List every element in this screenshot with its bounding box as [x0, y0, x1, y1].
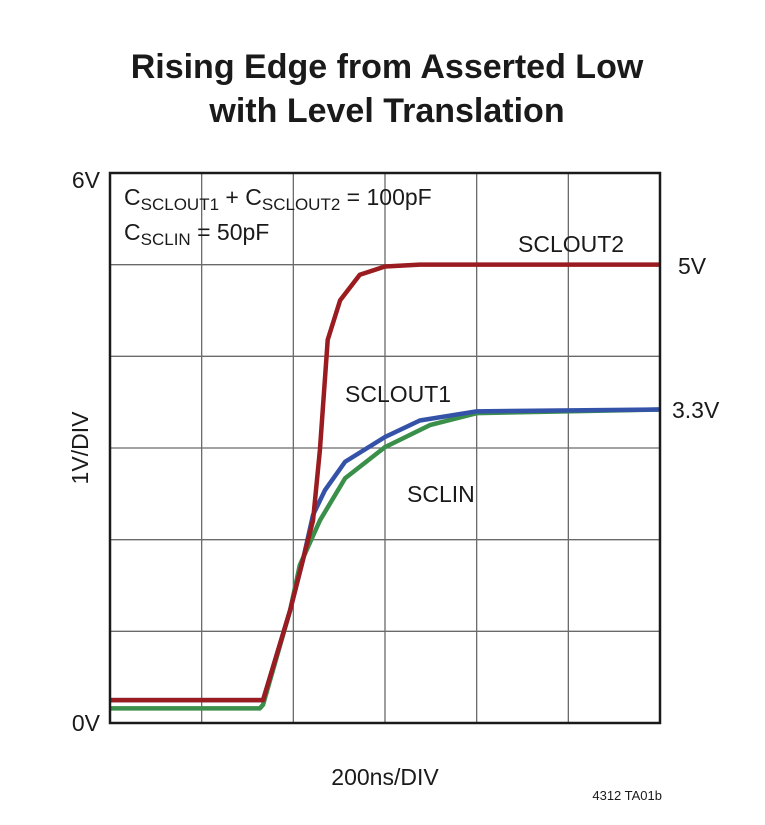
annotation-line2: CSCLIN = 50pF	[124, 219, 269, 249]
series-label-sclout2: SCLOUT2	[518, 231, 624, 257]
series-line-sclout2	[110, 262, 660, 703]
chart-title-line2: with Level Translation	[208, 92, 564, 130]
series-line-sclin	[110, 407, 661, 711]
annotation-text: = 100pF	[340, 184, 431, 210]
annotation-text: C	[124, 184, 141, 210]
right-label-5v: 5V	[678, 253, 707, 279]
series-label-sclout1: SCLOUT1	[345, 381, 451, 407]
y-tick-top: 6V	[72, 167, 101, 193]
annotation-subscript: SCLIN	[141, 230, 191, 249]
annotation-text: C	[124, 219, 141, 245]
annotation-subscript: SCLOUT1	[141, 195, 219, 214]
series-lines	[110, 262, 661, 711]
annotation-text: + C	[219, 184, 262, 210]
x-axis-label: 200ns/DIV	[331, 764, 439, 790]
annotation-subscript: SCLOUT2	[262, 195, 340, 214]
annotation-text: = 50pF	[191, 219, 270, 245]
right-label-3v3: 3.3V	[672, 397, 720, 423]
chart-title-line1: Rising Edge from Asserted Low	[131, 48, 644, 86]
plot-frame	[108, 171, 662, 725]
y-axis-label: 1V/DIV	[67, 411, 93, 485]
annotation-line1: CSCLOUT1 + CSCLOUT2 = 100pF	[124, 184, 432, 214]
y-tick-bottom: 0V	[72, 710, 101, 736]
series-label-sclin: SCLIN	[407, 481, 475, 507]
footnote: 4312 TA01b	[592, 788, 662, 803]
